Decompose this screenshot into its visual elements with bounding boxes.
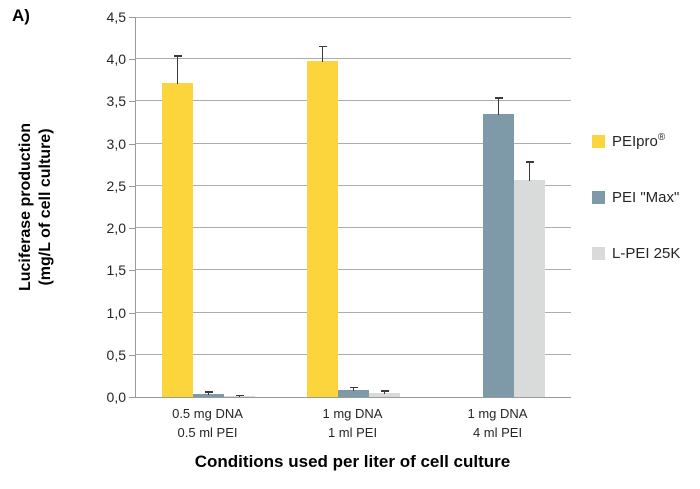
y-tick-label: 3,0 xyxy=(106,135,126,152)
gridline xyxy=(136,17,571,18)
error-bar-line xyxy=(352,386,355,392)
bar-peipro xyxy=(307,60,338,397)
y-tick-label: 4,5 xyxy=(106,9,126,25)
error-bar xyxy=(525,161,534,181)
category-label-line2: 0.5 ml PEI xyxy=(177,425,238,440)
y-axis-tick xyxy=(129,59,135,61)
legend-label-peipro: PEIpro® xyxy=(612,132,666,150)
category-label: 1 mg DNA 4 ml PEI xyxy=(425,404,570,442)
category-label: 1 mg DNA 1 ml PEI xyxy=(280,404,425,442)
y-axis-tick xyxy=(129,17,135,18)
legend-item-pei-max: PEI "Max" xyxy=(592,189,680,206)
error-bar-line xyxy=(528,161,531,181)
error-bar-line xyxy=(383,390,386,394)
y-axis-tick xyxy=(129,397,135,398)
category-label-line1: 1 mg DNA xyxy=(322,406,383,421)
bar-pei-max xyxy=(193,393,224,397)
legend-swatch-peipro xyxy=(592,134,605,148)
y-tick-label: 2,5 xyxy=(106,177,126,194)
legend-item-lpei-25k: L-PEI 25K xyxy=(592,245,680,262)
error-bar-line xyxy=(321,45,324,62)
y-tick-label: 0,0 xyxy=(106,389,126,405)
error-bar-line xyxy=(207,391,210,395)
y-tick-label: 2,0 xyxy=(106,220,126,237)
y-tick-label: 4,0 xyxy=(106,51,126,68)
legend-label-lpei-25k: L-PEI 25K xyxy=(612,245,681,262)
y-axis-tick xyxy=(129,143,135,145)
gridline xyxy=(136,269,571,271)
y-axis-title: Luciferase production (mg/L of cell cult… xyxy=(16,123,56,291)
y-axis-title-line2: (mg/L of cell culture) xyxy=(37,128,54,286)
bar-peipro xyxy=(162,82,193,397)
figure-panel-label: A) xyxy=(12,6,30,25)
y-tick-label: 1,5 xyxy=(106,262,126,279)
y-axis-tick xyxy=(129,228,135,230)
category-label: 0.5 mg DNA 0.5 ml PEI xyxy=(135,404,280,442)
x-axis-category-labels: 0.5 mg DNA 0.5 ml PEI 1 mg DNA 1 ml PEI 1 mg… xyxy=(135,404,570,444)
bar-lpei-25k xyxy=(369,392,400,397)
legend-swatch-lpei-25k xyxy=(592,247,605,260)
bar-lpei-25k xyxy=(514,179,545,397)
category-label-line2: 4 ml PEI xyxy=(472,425,523,440)
y-tick-label: 1,0 xyxy=(106,304,126,321)
y-axis-tick xyxy=(129,185,135,187)
error-bar xyxy=(173,55,182,84)
category-label-line1: 1 mg DNA xyxy=(467,406,528,421)
category-label-line1: 0.5 mg DNA xyxy=(172,406,243,421)
y-axis-tick xyxy=(129,312,135,314)
bar-pei-max xyxy=(483,114,514,397)
y-tick-label: 3,5 xyxy=(106,93,126,110)
gridline xyxy=(136,227,571,229)
gridline xyxy=(136,184,571,186)
error-bar xyxy=(380,390,389,394)
bar-pei-max xyxy=(338,390,369,397)
y-axis-tick xyxy=(129,354,135,356)
y-axis-tick xyxy=(129,101,135,103)
error-bar-line xyxy=(176,55,179,84)
legend-item-peipro: PEIpro® xyxy=(592,132,680,150)
x-axis-title: Conditions used per liter of cell cultur… xyxy=(194,452,511,471)
y-tick-label: 0,5 xyxy=(106,346,126,363)
plot-area xyxy=(135,17,571,398)
error-bar-line xyxy=(497,97,500,116)
gridline xyxy=(136,100,571,102)
legend: PEIpro® PEI "Max" L-PEI 25K xyxy=(592,132,680,262)
error-bar xyxy=(349,386,358,392)
error-bar xyxy=(318,45,327,62)
gridline xyxy=(136,311,571,313)
error-bar xyxy=(494,97,503,116)
category-label-line2: 1 ml PEI xyxy=(327,425,378,440)
gridline xyxy=(136,142,571,144)
error-bar xyxy=(204,391,213,395)
error-bar xyxy=(235,394,244,397)
y-axis-title-line1: Luciferase production xyxy=(17,122,34,292)
y-axis-tick xyxy=(129,270,135,272)
gridline xyxy=(136,353,571,355)
legend-label-pei-max: PEI "Max" xyxy=(612,189,680,206)
gridline xyxy=(136,58,571,60)
error-bar-line xyxy=(238,394,241,397)
legend-swatch-pei-max xyxy=(592,191,605,204)
